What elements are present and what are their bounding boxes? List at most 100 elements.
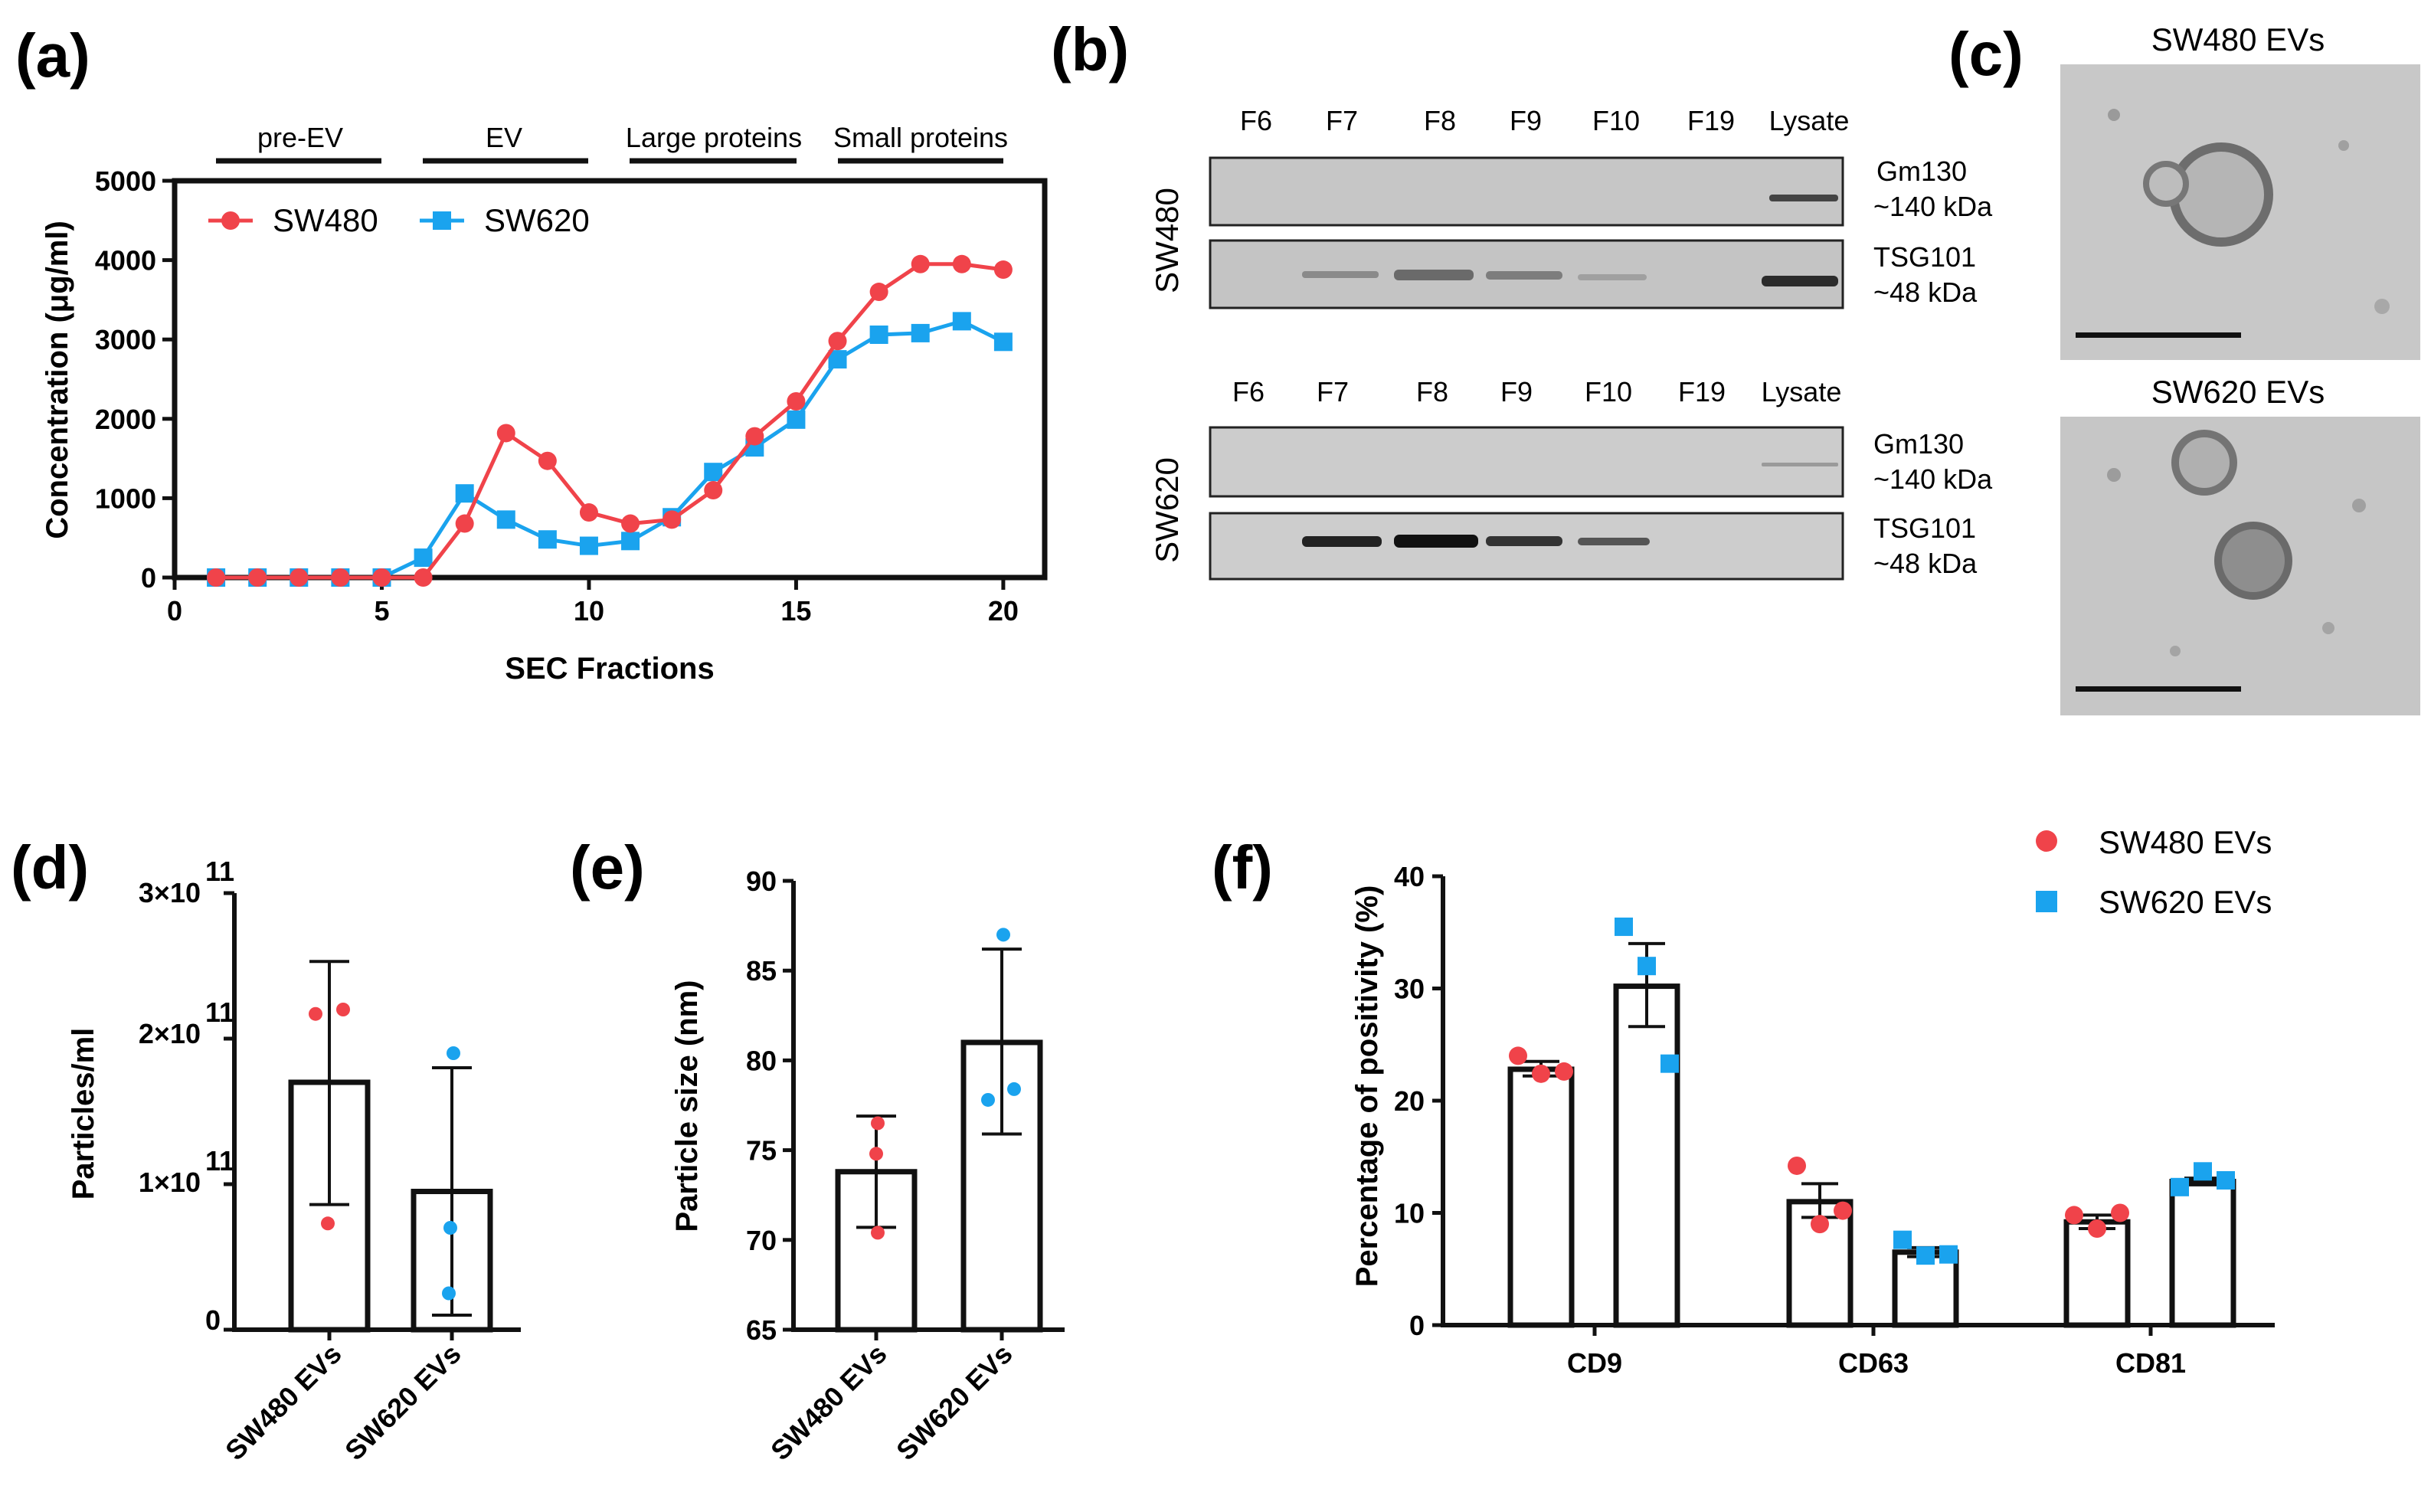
data-point xyxy=(1007,1082,1021,1096)
legend-label: SW620 EVs xyxy=(2099,884,2272,920)
x-tick-label: SW480 EVs xyxy=(764,1338,893,1467)
blot-strip-gm130 xyxy=(1209,426,1844,498)
legend-marker-sw480 xyxy=(221,211,240,230)
vesicle xyxy=(2214,522,2292,600)
blot-band xyxy=(1394,535,1478,548)
y-tick-label: 40 xyxy=(1394,861,1425,892)
y-tick-exponent: 11 xyxy=(205,1145,234,1177)
data-point xyxy=(538,451,557,470)
data-point xyxy=(996,928,1010,942)
debris xyxy=(2107,468,2121,482)
y-tick-label: 80 xyxy=(746,1045,777,1076)
marker-size: ~140 kDa xyxy=(1873,191,1993,222)
blot-lane-labels: F6 F7 F8 F9 F10 F19 Lysate xyxy=(1232,376,1841,407)
lane-label: F8 xyxy=(1416,376,1448,407)
data-point xyxy=(2217,1171,2235,1190)
lane-label: Lysate xyxy=(1762,376,1842,407)
plot-area: 0 10 20 30 40 CD9 CD63 CD81 xyxy=(1394,861,2275,1379)
marker-name: TSG101 xyxy=(1873,241,1976,273)
data-point xyxy=(309,1006,322,1021)
debris xyxy=(2322,622,2334,634)
data-point xyxy=(871,1116,885,1131)
y-tick-label: 0 xyxy=(141,562,156,594)
data-point xyxy=(1555,1062,1573,1081)
x-axis-title: SEC Fractions xyxy=(505,652,714,686)
legend: SW480 EVs SW620 EVs xyxy=(2036,824,2272,920)
lane-label: F10 xyxy=(1585,376,1632,407)
y-tick-label: 85 xyxy=(746,955,777,987)
y-tick-label: 70 xyxy=(746,1225,777,1256)
blot-strip-gm130 xyxy=(1209,156,1844,227)
y-axis-title: Particle size (nm) xyxy=(670,980,704,1232)
data-point xyxy=(496,510,515,529)
data-point xyxy=(1660,1054,1679,1073)
data-point xyxy=(2111,1203,2129,1222)
data-point xyxy=(447,1046,460,1060)
blot-band xyxy=(1486,536,1562,546)
y-tick-label: 90 xyxy=(746,866,777,897)
panel-b-label: (b) xyxy=(1051,15,1129,83)
legend-marker-sw620 xyxy=(2036,891,2057,912)
marker-name: Gm130 xyxy=(1873,428,1964,460)
data-point xyxy=(2194,1162,2212,1181)
panel-e-label: (e) xyxy=(570,833,645,902)
blot-band xyxy=(1394,270,1474,280)
section-header: pre-EV xyxy=(257,122,343,153)
data-point xyxy=(869,1147,883,1161)
lane-label: F19 xyxy=(1687,105,1735,136)
y-tick-label: 30 xyxy=(1394,974,1425,1005)
vesicle xyxy=(2171,430,2237,496)
blot-band xyxy=(1486,271,1562,280)
legend-label: SW620 xyxy=(484,202,590,238)
data-point xyxy=(1916,1246,1935,1265)
y-axis-title: Particles/ml xyxy=(67,1028,100,1200)
data-point xyxy=(993,332,1013,352)
debris xyxy=(2338,140,2349,151)
plot-area: 65 70 75 80 85 90 xyxy=(746,866,1065,1346)
y-tick-label: 5000 xyxy=(95,165,156,197)
y-tick-label: 1000 xyxy=(95,483,156,514)
panel-f: (f) Percentage of positivity (%) 0 10 20 30… xyxy=(1212,824,2275,1379)
panel-a: (a) pre-EV EV Large proteins Small prote… xyxy=(15,21,1048,686)
section-header: Large proteins xyxy=(626,122,802,153)
panel-c: (c) SW480 EVs SW620 EVs xyxy=(1948,20,2420,715)
x-tick-label: 15 xyxy=(780,595,811,627)
bar xyxy=(2169,1178,2236,1328)
data-point xyxy=(1939,1245,1958,1264)
data-point xyxy=(414,568,433,587)
data-point xyxy=(455,514,474,533)
legend-label: SW480 xyxy=(273,202,378,238)
vesicle xyxy=(2143,161,2189,207)
em-vesicle-image xyxy=(2060,417,2420,715)
blot-band xyxy=(1302,271,1379,278)
data-point xyxy=(621,532,640,551)
data-point xyxy=(1638,957,1656,976)
y-tick-label: 65 xyxy=(746,1314,777,1346)
blot-band xyxy=(1578,538,1650,545)
data-point xyxy=(2171,1177,2189,1196)
data-point xyxy=(704,481,723,500)
data-point xyxy=(869,283,888,302)
blot-cell-line-label: SW480 xyxy=(1149,188,1185,293)
data-point xyxy=(321,1216,335,1231)
debris xyxy=(2352,499,2366,512)
lane-label: F8 xyxy=(1424,105,1456,136)
lane-label: F10 xyxy=(1592,105,1640,136)
data-point xyxy=(455,484,474,503)
data-point xyxy=(443,1221,457,1235)
marker-name: Gm130 xyxy=(1876,155,1967,187)
lane-label: F19 xyxy=(1678,376,1726,407)
data-point xyxy=(952,254,971,273)
legend-label: SW480 EVs xyxy=(2099,824,2272,860)
em-title: SW480 EVs xyxy=(2151,21,2325,57)
em-vesicle-image xyxy=(2060,64,2420,360)
data-point xyxy=(2088,1219,2106,1239)
x-tick-label: 10 xyxy=(574,595,604,627)
x-tick-label: 20 xyxy=(988,595,1019,627)
data-point xyxy=(745,427,764,446)
series-lines xyxy=(207,254,1013,587)
section-header: Small proteins xyxy=(833,122,1008,153)
y-tick-label: 0 xyxy=(205,1304,221,1336)
panel-b: (b) F6 F7 F8 F9 F10 F19 Lysate SW480 Gm1… xyxy=(1051,15,1993,581)
